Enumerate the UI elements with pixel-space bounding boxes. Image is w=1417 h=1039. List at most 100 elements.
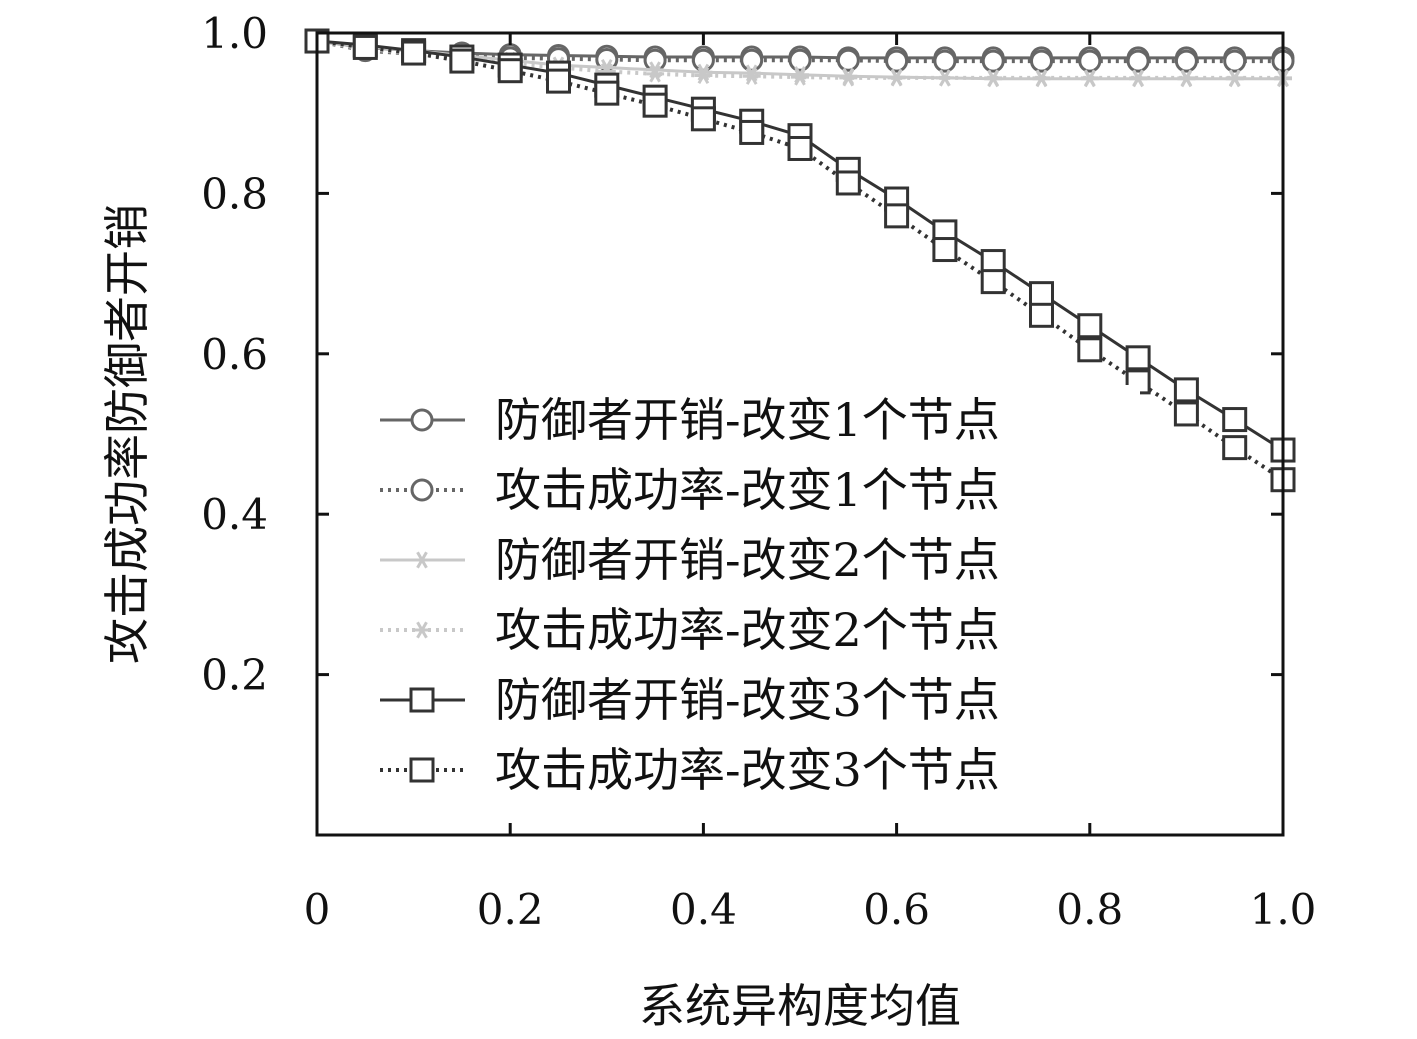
y-tick-label: 0.6 xyxy=(201,330,268,379)
asterisk-stroke xyxy=(1084,69,1096,87)
asterisk-stroke xyxy=(1132,69,1144,87)
data-point xyxy=(742,64,761,82)
data-point xyxy=(1129,69,1148,87)
data-point xyxy=(1125,345,1151,371)
data-point xyxy=(788,48,812,72)
data-point xyxy=(1030,49,1053,73)
x-tick-label: 0 xyxy=(304,885,331,934)
data-point xyxy=(933,49,957,73)
asterisk-stroke xyxy=(416,621,428,639)
legend-item: 防御者开销-改变3个节点 xyxy=(380,673,1000,727)
plot-frame xyxy=(315,31,1285,837)
data-point xyxy=(1173,377,1199,403)
asterisk-stroke xyxy=(697,63,710,81)
data-point xyxy=(885,49,909,73)
y-tick-label: 0.4 xyxy=(201,490,268,539)
asterisk-stroke xyxy=(939,69,951,87)
data-point xyxy=(1126,49,1150,73)
data-point xyxy=(742,67,761,85)
data-point xyxy=(984,69,1003,87)
asterisk-stroke xyxy=(1180,69,1193,87)
legend: 防御者开销-改变1个节点攻击成功率-改变1个节点防御者开销-改变2个节点攻击成功… xyxy=(370,385,1140,810)
legend-label: 攻击成功率-改变3个节点 xyxy=(495,743,1000,797)
legend-label: 攻击成功率-改变2个节点 xyxy=(495,603,1000,657)
asterisk-stroke xyxy=(1035,69,1048,87)
asterisk-stroke xyxy=(745,64,758,82)
data-point xyxy=(1223,49,1247,73)
legend-marker xyxy=(409,687,435,713)
series-line xyxy=(316,39,1285,482)
data-point xyxy=(594,80,620,106)
legend-background xyxy=(370,385,1140,810)
data-point xyxy=(1222,435,1248,461)
y-tick-label: 0.8 xyxy=(201,169,268,218)
data-point xyxy=(835,170,861,196)
legend-item: 攻击成功率-改变3个节点 xyxy=(380,743,1000,797)
data-point xyxy=(690,106,716,132)
legend-label: 攻击成功率-改变1个节点 xyxy=(495,463,1000,517)
data-point xyxy=(980,269,1006,295)
asterisk-stroke xyxy=(649,65,661,83)
x-tick-label: 1.0 xyxy=(1250,885,1317,934)
x-axis-title: 系统异构度均值 xyxy=(639,979,961,1033)
data-point xyxy=(646,65,665,83)
data-point xyxy=(935,69,954,87)
data-point xyxy=(1077,337,1103,363)
legend-marker xyxy=(413,551,431,569)
data-point xyxy=(787,135,813,161)
legend-marker xyxy=(410,478,434,502)
data-point xyxy=(1029,281,1054,307)
asterisk-stroke xyxy=(794,68,806,86)
data-point xyxy=(1077,313,1103,339)
data-point xyxy=(1078,49,1102,73)
x-tick-label: 0.2 xyxy=(477,885,544,934)
series-layer xyxy=(304,28,1296,493)
data-point xyxy=(739,119,765,145)
data-point xyxy=(1174,49,1198,73)
asterisk-stroke xyxy=(745,67,758,85)
data-point xyxy=(1173,401,1199,427)
data-point xyxy=(1177,69,1196,87)
legend-item: 防御者开销-改变1个节点 xyxy=(380,393,1000,447)
data-point xyxy=(497,58,523,84)
legend-item: 攻击成功率-改变2个节点 xyxy=(380,603,1000,657)
data-point xyxy=(352,34,378,60)
data-point xyxy=(1225,69,1244,87)
legend-label: 防御者开销-改变2个节点 xyxy=(495,533,1000,587)
data-point xyxy=(1222,407,1248,433)
data-point xyxy=(740,48,764,72)
asterisk-stroke xyxy=(416,551,428,569)
x-tick-label: 0.8 xyxy=(1056,885,1123,934)
legend-label: 防御者开销-改变3个节点 xyxy=(495,673,1000,727)
legend-item: 攻击成功率-改变1个节点 xyxy=(380,463,1000,517)
data-point xyxy=(791,68,809,86)
ticks-layer: 0 0.2 0.4 0.6 0.8 1.0 0.2 0.4 0.6 0.8 1.0 xyxy=(201,9,1316,934)
x-tick-label: 0.6 xyxy=(863,885,930,934)
legend-marker xyxy=(413,621,431,639)
data-point xyxy=(1080,69,1099,87)
data-point xyxy=(694,66,713,85)
data-point xyxy=(884,203,910,229)
asterisk-stroke xyxy=(1228,69,1241,87)
data-point xyxy=(981,49,1005,73)
data-point xyxy=(694,63,713,81)
legend-label: 防御者开销-改变1个节点 xyxy=(495,393,1000,447)
data-point xyxy=(836,48,860,72)
y-tick-label: 0.2 xyxy=(201,651,268,700)
data-point xyxy=(401,40,427,66)
data-point xyxy=(1032,69,1051,87)
data-point xyxy=(546,68,571,94)
asterisk-stroke xyxy=(697,66,710,85)
data-point xyxy=(839,69,858,87)
data-point xyxy=(449,48,475,74)
y-tick-label: 1.0 xyxy=(201,9,268,58)
data-point xyxy=(932,237,958,263)
asterisk-stroke xyxy=(987,69,999,87)
data-point xyxy=(691,48,715,72)
y-axis-title: 攻击成功率防御者开销 xyxy=(100,204,154,664)
legend-marker xyxy=(410,408,434,432)
legend-marker xyxy=(409,757,435,783)
data-point xyxy=(1029,302,1054,328)
data-point xyxy=(642,92,668,118)
